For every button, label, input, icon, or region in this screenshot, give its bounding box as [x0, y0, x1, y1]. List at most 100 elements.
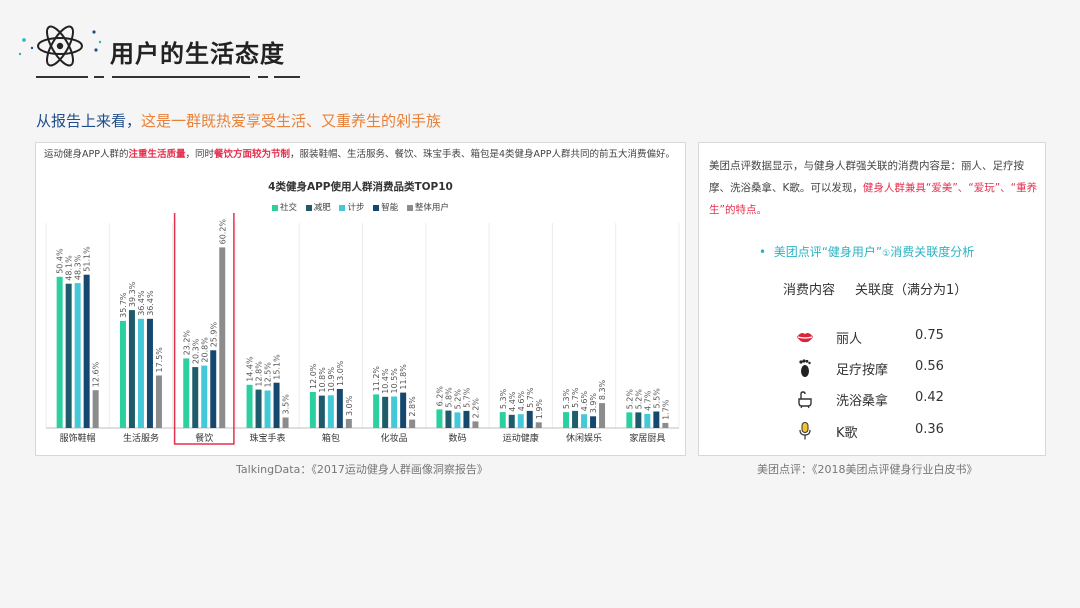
data-label: 48.1%	[65, 255, 74, 281]
intro-highlight: 餐饮方面较为节制	[214, 149, 291, 160]
bar	[517, 414, 524, 428]
legend-item: 计步	[339, 201, 365, 213]
bar	[526, 410, 533, 428]
bar	[599, 403, 606, 428]
data-label: 12.5%	[264, 362, 273, 388]
bar	[192, 367, 199, 428]
bar	[201, 365, 208, 428]
data-label: 15.1%	[273, 354, 282, 380]
data-label: 6.2%	[435, 386, 444, 407]
data-label: 3.0%	[345, 395, 354, 416]
data-label: 2.2%	[471, 398, 480, 419]
bar	[246, 384, 253, 428]
legend-swatch	[373, 204, 380, 211]
bar	[572, 410, 579, 428]
data-label: 5.7%	[526, 387, 535, 408]
bar	[264, 390, 271, 428]
bar	[74, 283, 81, 428]
bar	[653, 411, 660, 428]
bar	[463, 410, 470, 428]
item-value: 0.56	[915, 359, 944, 374]
microphone-icon	[799, 422, 811, 440]
data-label: 3.5%	[282, 394, 291, 415]
bullet: •	[759, 245, 767, 259]
bar	[282, 417, 289, 428]
description-highlight: 健身人群兼具“爱美”、“爱玩”、“重养生”的特点。	[709, 182, 1038, 216]
data-label: 60.2%	[218, 219, 227, 245]
data-label: 8.3%	[598, 379, 607, 400]
data-label: 5.3%	[562, 388, 571, 409]
bar	[409, 419, 416, 428]
bar	[219, 247, 226, 428]
list-item: 洗浴桑拿 0.42	[699, 387, 1045, 411]
data-label: 5.7%	[462, 387, 471, 408]
data-label: 12.6%	[92, 361, 101, 387]
category-label: 运动健康	[503, 432, 539, 444]
data-label: 10.8%	[318, 367, 327, 393]
data-label: 12.8%	[255, 361, 264, 387]
category-label: 箱包	[322, 432, 340, 444]
bar	[65, 283, 72, 428]
data-label: 35.7%	[119, 292, 128, 318]
data-label: 1.9%	[535, 399, 544, 420]
data-label: 50.4%	[56, 248, 65, 274]
list-item: 足疗按摩 0.56	[699, 356, 1045, 380]
legend-label: 整体用户	[414, 203, 449, 213]
bar	[400, 392, 407, 428]
subtitle-text: 美团点评“健身用户”	[773, 245, 883, 259]
bar	[128, 310, 135, 428]
bar	[563, 412, 570, 428]
chart-panel: 运动健身APP人群的注重生活质量，同时餐饮方面较为节制，服装鞋帽、生活服务、餐饮…	[35, 142, 686, 456]
data-label: 4.7%	[643, 390, 652, 411]
chart-intro-text: 运动健身APP人群的注重生活质量，同时餐饮方面较为节制，服装鞋帽、生活服务、餐饮…	[44, 149, 680, 161]
legend-item: 减肥	[305, 201, 331, 213]
bar	[662, 422, 669, 428]
subtitle-highlight: 这是一群既热爱享受生活、又重养生的剁手族	[141, 112, 442, 130]
bar	[183, 358, 190, 428]
data-label: 36.4%	[137, 290, 146, 316]
bar	[309, 392, 316, 428]
column-header-relevance: 关联度（满分为1）	[855, 283, 968, 298]
category-label: 餐饮	[195, 432, 213, 444]
data-label: 11.8%	[399, 364, 408, 390]
data-label: 5.5%	[652, 388, 661, 409]
description-text: 美团点评数据显示，与健身人群强关联的消费内容是：丽人、足疗按摩、洗浴桑拿、K歌。…	[709, 160, 1024, 194]
bar	[635, 412, 642, 428]
legend-swatch	[406, 204, 413, 211]
footnote-mark: ①	[882, 249, 891, 259]
bar	[155, 375, 162, 428]
subtitle-lead: 从报告上来看，	[36, 112, 142, 130]
data-label: 36.4%	[146, 290, 155, 316]
data-label: 48.3%	[74, 254, 83, 280]
bar	[644, 413, 651, 428]
legend-label: 社交	[280, 203, 298, 213]
bar	[535, 422, 542, 428]
item-name: K歌	[836, 426, 858, 441]
data-label: 10.4%	[381, 368, 390, 394]
legend-label: 计步	[347, 203, 365, 213]
data-label: 4.6%	[517, 390, 526, 411]
bar	[210, 350, 217, 428]
intro-highlight: 注重生活质量	[128, 149, 186, 160]
legend-item: 整体用户	[406, 201, 449, 213]
legend-swatch	[272, 204, 279, 211]
item-name: 丽人	[836, 332, 863, 347]
subtitle-text: 消费关联度分析	[890, 245, 975, 259]
data-label: 39.3%	[128, 281, 137, 307]
page-subtitle: 从报告上来看，这是一群既热爱享受生活、又重养生的剁手族	[36, 110, 441, 131]
bar	[345, 419, 352, 428]
data-label: 12.0%	[309, 363, 318, 389]
right-source-note: 美团点评：《2018美团点评健身行业白皮书》	[757, 463, 978, 476]
legend-swatch	[339, 204, 346, 211]
bar	[445, 410, 452, 428]
bar	[255, 389, 262, 428]
data-label: 5.2%	[453, 389, 462, 410]
data-label: 5.2%	[634, 389, 643, 410]
category-label: 服饰鞋帽	[60, 432, 96, 444]
data-label: 10.9%	[327, 366, 336, 392]
category-label: 数码	[448, 432, 466, 444]
bar	[373, 394, 380, 428]
bar	[499, 412, 506, 428]
legend-item: 智能	[373, 201, 398, 213]
